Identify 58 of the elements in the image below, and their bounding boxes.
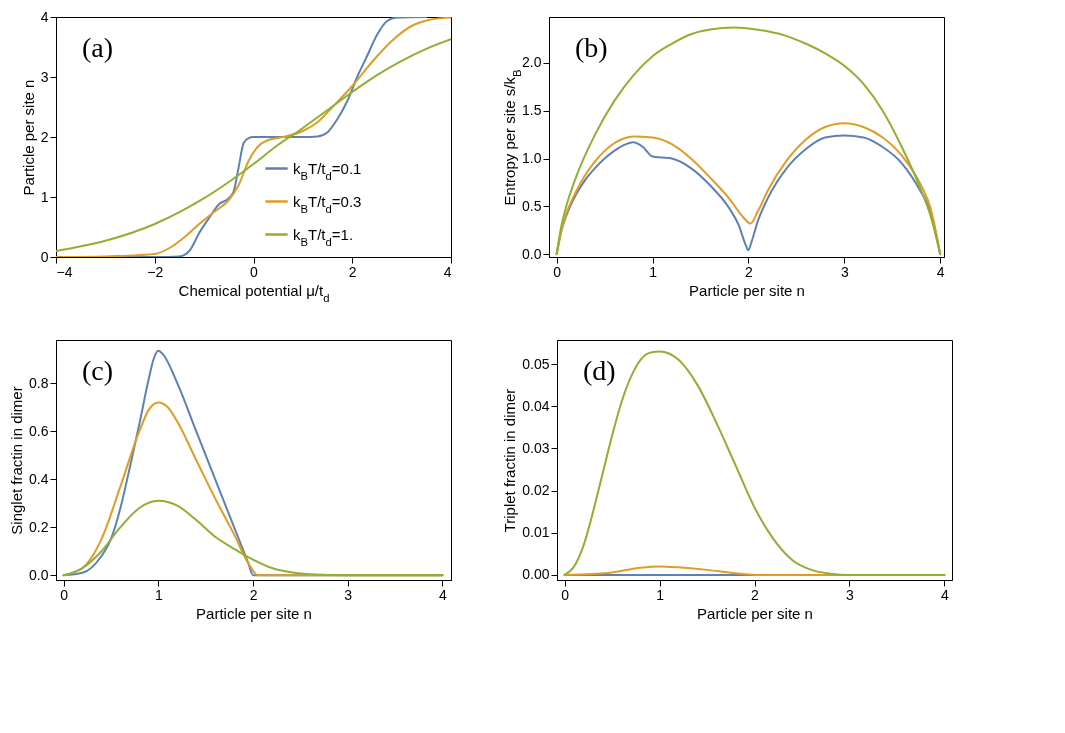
x-tick-label: 3	[840, 263, 849, 280]
y-tick-label: 0.02	[522, 482, 550, 499]
x-tick-label: 4	[941, 586, 950, 603]
line-series	[62, 499, 444, 577]
line-series	[555, 26, 942, 256]
x-axis-title: Particle per site n	[689, 281, 805, 299]
x-tick-label: 2	[745, 263, 754, 280]
x-tick-label: 4	[439, 586, 448, 603]
x-tick-label: −2	[147, 263, 164, 280]
legend-label: k$_{B}$T/t$_{d}$=0.3	[293, 192, 362, 215]
y-tick-label: 0.8	[29, 374, 49, 391]
x-axis-title: Particle per site n	[196, 604, 312, 622]
y-tick-label: 1	[40, 188, 49, 205]
x-tick-label: 0	[250, 263, 259, 280]
y-axis-title: Singlet fractin in dimer	[8, 386, 26, 535]
x-tick-label: 2	[249, 586, 258, 603]
y-tick-label: 0.00	[522, 566, 550, 583]
x-tick-label: 2	[348, 263, 357, 280]
y-tick-label: 0.6	[29, 422, 49, 439]
y-tick-label: 0.01	[522, 524, 550, 541]
x-tick-label: −4	[56, 263, 73, 280]
x-tick-label: 1	[656, 586, 665, 603]
y-tick-label: 0.03	[522, 439, 550, 456]
x-tick-label: 3	[344, 586, 353, 603]
y-tick-label: 0.5	[522, 197, 542, 214]
x-axis-title: Particle per site n	[697, 604, 813, 622]
annotation: (b)	[575, 32, 608, 63]
y-tick-label: 0.0	[522, 245, 542, 262]
legend-label: k$_{B}$T/t$_{d}$=1.	[293, 225, 354, 248]
x-tick-label: 0	[60, 586, 69, 603]
y-tick-label: 2	[40, 128, 49, 145]
x-tick-label: 4	[936, 263, 945, 280]
legend-label: k$_{B}$T/t$_{d}$=0.1	[293, 159, 362, 182]
y-tick-label: 0.04	[522, 397, 550, 414]
x-tick-label: 1	[649, 263, 658, 280]
y-tick-label: 1.5	[522, 102, 542, 119]
y-tick-label: 0.2	[29, 518, 49, 535]
y-axis-title: Triplet fractin in dimer	[501, 388, 519, 533]
y-tick-label: 0.4	[29, 470, 49, 487]
x-tick-label: 0	[561, 586, 570, 603]
y-tick-label: 0.0	[29, 566, 49, 583]
y-tick-label: 2.0	[522, 54, 542, 71]
y-axis-title: Particle per site n	[19, 79, 37, 196]
y-tick-label: 3	[40, 68, 49, 85]
annotation: (c)	[82, 355, 114, 386]
y-tick-label: 0	[40, 248, 49, 265]
y-tick-label: 1.0	[522, 150, 542, 167]
x-tick-label: 2	[751, 586, 760, 603]
annotation: (d)	[583, 355, 616, 386]
y-tick-label: 0.05	[522, 355, 550, 372]
y-tick-label: 4	[40, 8, 49, 25]
x-axis-title: Chemical potential μ/t$_{d}$	[178, 281, 330, 304]
x-tick-label: 0	[553, 263, 562, 280]
x-tick-label: 1	[154, 586, 163, 603]
x-tick-label: 4	[443, 263, 452, 280]
line-series	[563, 350, 946, 576]
x-tick-label: 3	[846, 586, 855, 603]
annotation: (a)	[82, 32, 114, 63]
